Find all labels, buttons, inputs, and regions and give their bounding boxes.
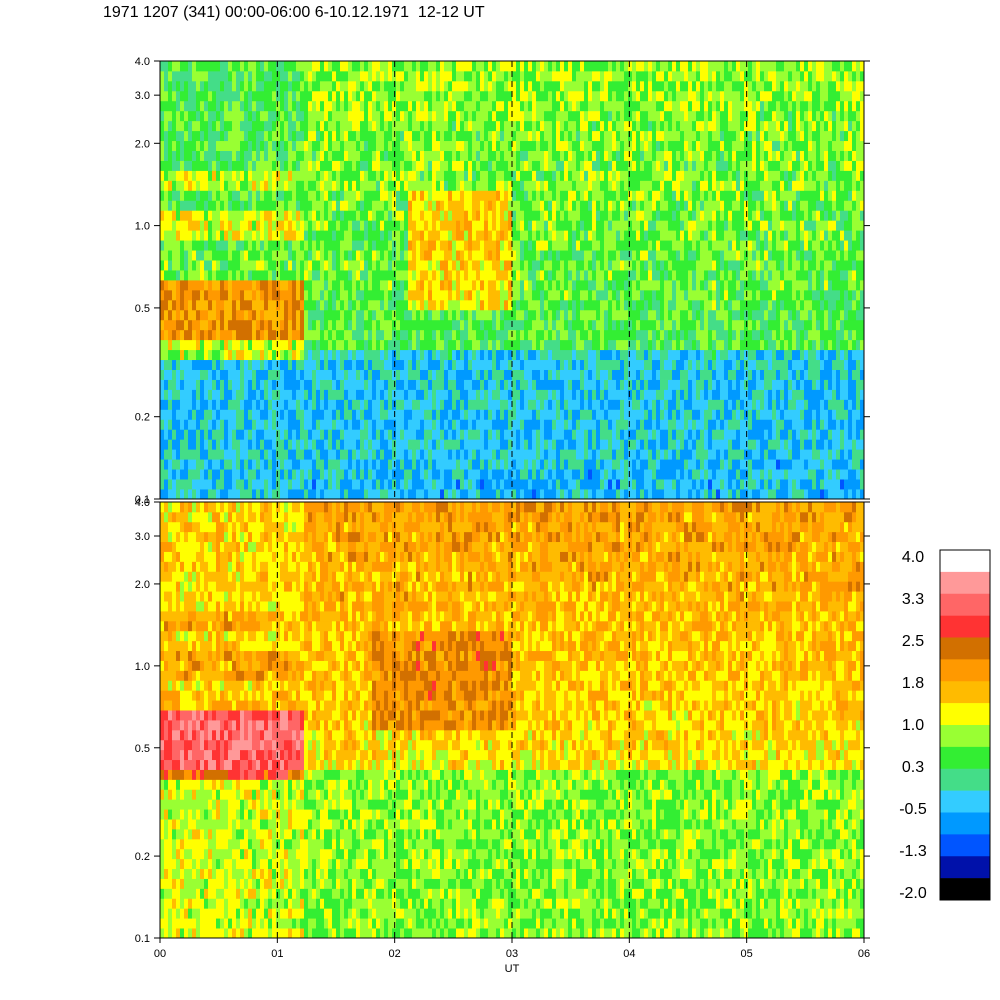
colorbar-swatch-13 (940, 834, 990, 857)
colorbar-swatch-5 (940, 659, 990, 682)
colorbar-swatch-1 (940, 571, 990, 595)
x-tick-label-1: 01 (271, 948, 283, 960)
lower-spectrogram-cells (160, 502, 865, 939)
colorbar-swatch-8 (940, 725, 990, 748)
lower-y-tick-label-5: 3.0 (135, 531, 150, 543)
lower-y-tick-label-4: 2.0 (135, 579, 150, 591)
x-axis: 00 01 02 03 04 05 06 (154, 938, 870, 960)
x-tick-label-5: 05 (741, 948, 753, 960)
lower-y-tick-label-3: 1.0 (135, 661, 150, 673)
upper-y-tick-label-4: 2.0 (135, 138, 150, 150)
colorbar-label-7: -1.3 (899, 843, 927, 860)
upper-spectrogram-panel: 0.1 0.2 0.5 1.0 2.0 3.0 4.0 (135, 56, 870, 506)
upper-y-tick-label-1: 0.2 (135, 412, 150, 424)
upper-y-tick-label-5: 3.0 (135, 90, 150, 102)
colorbar-label-6: -0.5 (899, 801, 927, 818)
colorbar-swatch-3 (940, 615, 990, 638)
x-tick-label-4: 04 (623, 948, 635, 960)
colorbar-swatch-0 (940, 550, 990, 573)
lower-y-tick-label-1: 0.2 (135, 851, 150, 863)
colorbar-swatch-10 (940, 768, 990, 791)
lower-y-tick-label-2: 0.5 (135, 743, 150, 755)
colorbar-swatch-14 (940, 856, 990, 879)
x-tick-label-0: 00 (154, 948, 166, 960)
colorbar-swatch-12 (940, 812, 990, 835)
colorbar-label-1: 3.3 (902, 591, 924, 608)
colorbar-swatch-9 (940, 746, 990, 770)
upper-panel-frame (159, 60, 865, 500)
upper-y-tick-label-3: 1.0 (135, 221, 150, 233)
x-axis-label: UT (505, 963, 520, 975)
colorbar-label-4: 1.0 (902, 717, 924, 734)
lower-y-tick-label-0: 0.1 (135, 933, 150, 945)
colorbar: 4.0 3.3 2.5 1.8 1.0 0.3 -0.5 -1.3 -2.0 (899, 549, 991, 902)
x-tick-label-6: 06 (858, 948, 870, 960)
lower-y-tick-label-6: 4.0 (135, 497, 150, 509)
upper-y-tick-label-2: 0.5 (135, 303, 150, 315)
colorbar-label-0: 4.0 (902, 549, 924, 566)
x-tick-label-2: 02 (389, 948, 401, 960)
colorbar-swatch-4 (940, 637, 990, 660)
colorbar-frame (939, 549, 991, 901)
colorbar-label-8: -2.0 (899, 885, 927, 902)
colorbar-label-5: 0.3 (902, 759, 924, 776)
colorbar-label-2: 2.5 (902, 633, 924, 650)
upper-y-tick-label-6: 4.0 (135, 56, 150, 68)
upper-y-tick-label-0: 0.1 (135, 494, 150, 506)
colorbar-swatch-7 (940, 703, 990, 726)
lower-spectrogram-panel: 0.1 0.2 0.5 1.0 2.0 3.0 4.0 (135, 497, 870, 945)
x-tick-label-3: 03 (506, 948, 518, 960)
colorbar-label-3: 1.8 (902, 675, 924, 692)
chart-title: 1971 1207 (341) 00:00-06:00 6-10.12.1971… (103, 4, 485, 21)
colorbar-swatch-6 (940, 681, 990, 704)
colorbar-swatch-2 (940, 593, 990, 616)
colorbar-swatch-11 (940, 790, 990, 813)
colorbar-swatch-15 (940, 878, 990, 901)
upper-spectrogram-cells (160, 61, 865, 500)
